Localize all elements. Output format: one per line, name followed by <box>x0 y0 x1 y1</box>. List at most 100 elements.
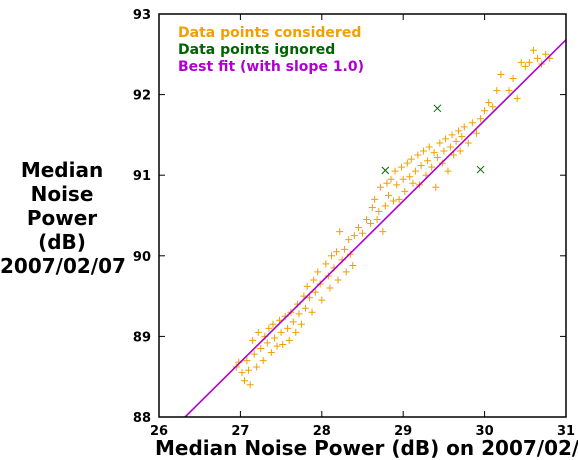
data-point-considered <box>458 133 466 141</box>
data-point-considered <box>318 296 326 304</box>
legend-entry: Best fit (with slope 1.0) <box>178 59 364 75</box>
data-point-considered <box>322 260 330 268</box>
x-tick-label: 31 <box>557 424 575 439</box>
data-point-considered <box>311 288 319 296</box>
data-point-considered <box>375 207 383 215</box>
y-tick-label: 89 <box>133 330 151 345</box>
data-point-ignored <box>476 165 485 174</box>
data-point-considered <box>433 153 441 161</box>
data-point-considered <box>472 129 480 137</box>
data-point-considered <box>489 103 497 111</box>
data-point-considered <box>314 268 322 276</box>
data-point-considered <box>259 357 267 365</box>
data-point-considered <box>289 318 297 326</box>
data-point-considered <box>292 328 300 336</box>
data-point-considered <box>407 155 415 163</box>
data-point-considered <box>250 350 258 358</box>
data-point-considered <box>246 381 254 389</box>
data-point-considered <box>279 340 287 348</box>
data-point-considered <box>277 328 285 336</box>
data-point-considered <box>263 339 271 347</box>
data-point-considered <box>306 294 314 302</box>
y-axis-label-line: (dB) <box>38 230 86 254</box>
y-tick-label: 88 <box>133 411 151 426</box>
data-point-considered <box>395 195 403 203</box>
data-point-considered <box>350 232 358 240</box>
data-point-considered <box>398 163 406 171</box>
best-fit-line <box>183 39 566 417</box>
y-axis-label-line: Noise <box>30 182 94 206</box>
data-point-considered <box>387 175 395 183</box>
y-axis-label-line: Power <box>26 206 98 230</box>
data-point-considered <box>432 183 440 191</box>
data-point-considered <box>359 229 366 237</box>
y-axis-label-line: 2007/02/07 <box>0 254 126 278</box>
data-point-ignored <box>381 166 390 175</box>
data-point-considered <box>493 87 501 95</box>
data-point-considered <box>481 107 489 115</box>
data-point-considered <box>542 50 550 58</box>
y-axis-label: Median Noise Power (dB) 2007/02/07 <box>0 158 126 278</box>
legend-entry: Data points ignored <box>178 42 335 58</box>
data-point-considered <box>326 284 334 292</box>
data-point-considered <box>409 179 417 187</box>
data-point-considered <box>425 143 433 151</box>
data-point-considered <box>389 197 397 205</box>
data-point-considered <box>399 175 407 183</box>
x-tick-label: 26 <box>150 424 168 439</box>
data-point-considered <box>391 167 399 175</box>
data-point-considered <box>521 62 529 70</box>
data-point-considered <box>460 123 468 131</box>
data-point-considered <box>297 320 305 328</box>
data-point-considered <box>334 276 342 284</box>
x-axis-label: Median Noise Power (dB) on 2007/02/05 <box>155 436 578 460</box>
data-point-considered <box>393 181 401 189</box>
data-point-considered <box>265 324 273 332</box>
data-point-considered <box>295 310 303 318</box>
data-point-considered <box>379 228 387 236</box>
data-point-considered <box>332 248 340 256</box>
data-point-considered <box>243 357 251 365</box>
data-point-considered <box>308 308 316 316</box>
data-point-considered <box>341 245 349 253</box>
data-point-considered <box>345 236 353 244</box>
data-point-considered <box>448 131 456 139</box>
data-point-considered <box>513 95 521 103</box>
data-point-considered <box>403 159 411 167</box>
data-point-considered <box>381 202 389 210</box>
data-point-considered <box>446 143 454 151</box>
data-point-considered <box>534 54 542 62</box>
data-point-considered <box>529 46 537 54</box>
data-point-considered <box>436 139 444 147</box>
data-point-considered <box>477 115 485 123</box>
y-tick-label: 90 <box>133 250 151 265</box>
data-point-considered <box>525 58 533 66</box>
data-point-considered <box>383 179 391 187</box>
data-point-considered <box>349 261 357 269</box>
data-point-considered <box>456 147 464 155</box>
x-tick-label: 29 <box>394 424 412 439</box>
data-point-considered <box>452 137 460 145</box>
plot-frame <box>158 13 567 418</box>
data-point-considered <box>269 320 277 328</box>
data-point-considered <box>342 268 350 276</box>
data-point-considered <box>468 119 476 127</box>
data-point-considered <box>368 203 376 211</box>
data-point-considered <box>464 139 472 147</box>
data-point-considered <box>385 191 393 199</box>
data-point-considered <box>401 187 409 195</box>
data-point-considered <box>373 216 381 224</box>
data-point-considered <box>442 135 450 143</box>
data-point-considered <box>406 173 414 181</box>
data-point-considered <box>417 162 425 170</box>
data-point-considered <box>253 363 261 371</box>
data-point-considered <box>420 147 428 155</box>
data-point-considered <box>302 304 310 312</box>
data-point-considered <box>271 334 279 342</box>
data-point-considered <box>267 349 275 357</box>
data-point-considered <box>245 366 253 374</box>
data-point-considered <box>363 216 371 224</box>
x-tick-label: 27 <box>231 424 249 439</box>
data-point-considered <box>428 163 436 171</box>
